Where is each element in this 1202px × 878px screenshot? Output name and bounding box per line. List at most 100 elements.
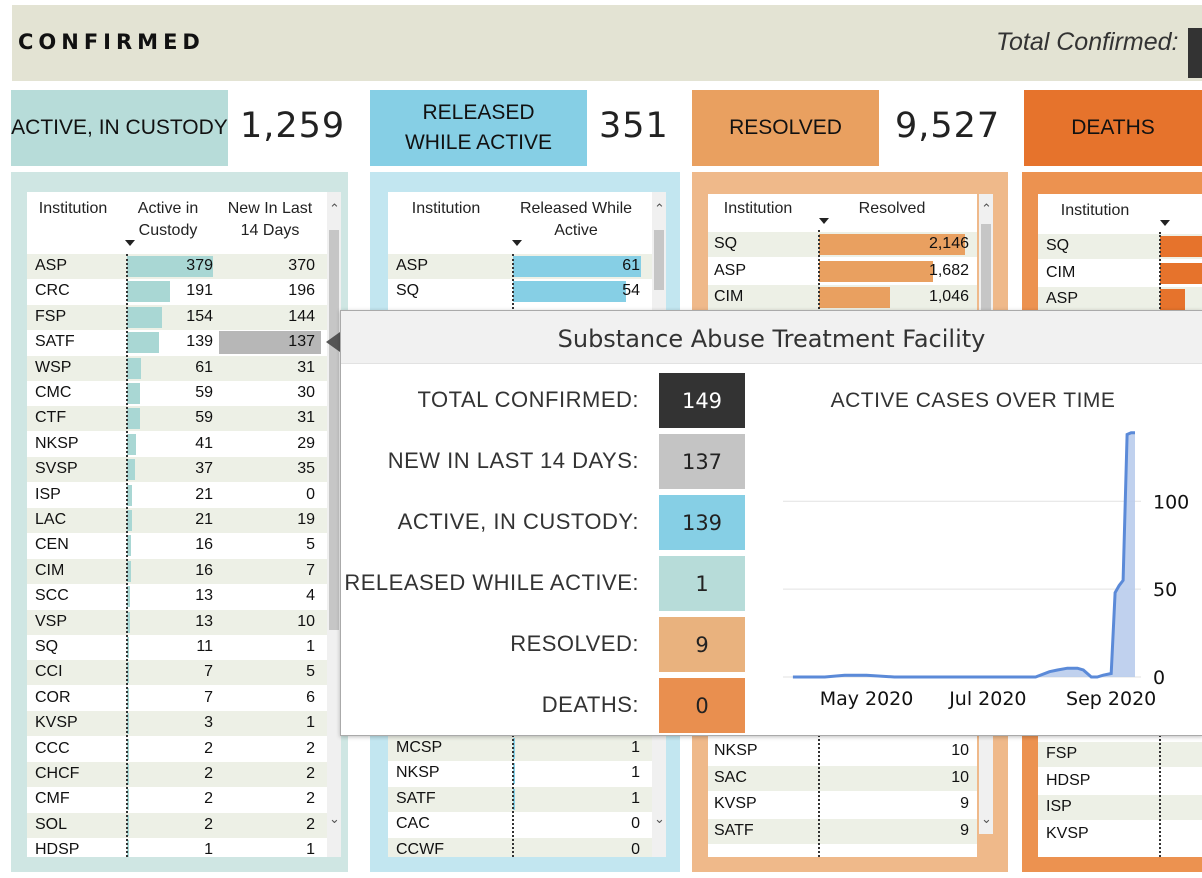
scroll-up-icon[interactable]: ⌃ — [654, 202, 665, 217]
chart-title: ACTIVE CASES OVER TIME — [830, 389, 1116, 412]
kpi-released-text-1: RELEASED — [422, 101, 535, 124]
table-row[interactable]: ASP 379 370 — [27, 254, 327, 279]
active-bar — [127, 484, 132, 506]
institution-cell: CMF — [35, 790, 70, 808]
released-bar — [513, 763, 516, 785]
table-row[interactable]: CIM 1,046 — [708, 285, 977, 310]
col-institution[interactable]: Institution — [1060, 202, 1130, 219]
table-row[interactable]: SQ 2,146 — [708, 232, 977, 257]
col-institution[interactable]: Institution — [411, 200, 481, 217]
scroll-up-icon[interactable]: ⌃ — [329, 202, 340, 217]
scroll-down-icon[interactable]: ⌄ — [981, 812, 992, 827]
table-row[interactable]: SOL 2 2 — [27, 812, 327, 838]
col-new-last-14[interactable]: New In Last 14 Days — [219, 198, 321, 242]
new-value: 30 — [297, 384, 315, 401]
table-row[interactable]: NKSP 1 — [388, 761, 652, 787]
new-value: 1 — [306, 714, 315, 732]
table-row[interactable]: CAC 0 — [388, 812, 652, 838]
institution-cell: CRC — [35, 282, 70, 300]
active-bar — [127, 687, 129, 709]
scroll-down-icon[interactable]: ⌄ — [329, 812, 340, 827]
scroll-thumb[interactable] — [981, 224, 991, 314]
table-row[interactable]: CCC 2 2 — [27, 736, 327, 762]
active-value: 61 — [195, 358, 213, 376]
active-bar — [127, 459, 136, 481]
table-row[interactable]: ISP — [1038, 795, 1202, 820]
kpi-released-label[interactable]: RELEASED WHILE ACTIVE — [370, 90, 587, 166]
table-row[interactable]: ISP 21 0 — [27, 482, 327, 508]
table-row[interactable]: NKSP 10 — [708, 739, 977, 764]
released-value: 1 — [631, 739, 640, 756]
table-row[interactable]: CEN 16 5 — [27, 533, 327, 559]
kpi-active-value: 1,259 — [240, 106, 346, 146]
scroll-up-icon[interactable]: ⌃ — [981, 202, 992, 217]
institution-cell: SAC — [714, 768, 747, 786]
col-institution[interactable]: Institution — [723, 200, 793, 217]
table-row[interactable]: CHCF 2 2 — [27, 762, 327, 787]
table-row[interactable]: SATF 139 137 — [27, 330, 327, 356]
hover-highlight — [219, 331, 321, 355]
table-row[interactable]: SCC 13 4 — [27, 584, 327, 610]
table-row[interactable]: WSP 61 31 — [27, 355, 327, 381]
table-row[interactable]: KVSP 3 1 — [27, 711, 327, 737]
table-row[interactable]: SVSP 37 35 — [27, 457, 327, 483]
new-value: 0 — [306, 485, 315, 503]
table-row[interactable]: KVSP 9 — [708, 792, 977, 817]
table-row[interactable]: CMF 2 2 — [27, 787, 327, 813]
table-row[interactable]: ASP 61 — [388, 254, 652, 279]
table-row[interactable]: CMC 59 30 — [27, 381, 327, 406]
table-row[interactable]: LAC 21 19 — [27, 508, 327, 533]
table-row[interactable]: CIM — [1038, 260, 1202, 286]
table-row[interactable]: SATF 9 — [708, 818, 977, 844]
table-row[interactable]: CCWF 0 — [388, 837, 652, 857]
institution-cell: SATF — [396, 789, 436, 807]
table-row[interactable]: HDSP 1 1 — [27, 838, 327, 857]
table-row[interactable]: FSP 154 144 — [27, 304, 327, 330]
kpi-resolved-label[interactable]: RESOLVED — [692, 90, 879, 166]
table-row[interactable]: COR 7 6 — [27, 685, 327, 711]
table-row[interactable]: ASP — [1038, 287, 1202, 312]
table-row[interactable]: NKSP 41 29 — [27, 431, 327, 457]
sort-desc-icon[interactable] — [125, 240, 135, 246]
active-scrollbar[interactable] — [327, 192, 341, 857]
table-row[interactable]: SQ 54 — [388, 279, 652, 305]
col-released-while-active[interactable]: Released While Active — [510, 198, 642, 242]
table-row[interactable]: SAC 10 — [708, 765, 977, 791]
resolved-bar — [819, 234, 965, 255]
scroll-thumb[interactable] — [654, 230, 664, 290]
table-row[interactable]: ASP 1,682 — [708, 258, 977, 284]
scroll-thumb[interactable] — [329, 230, 339, 630]
table-row[interactable]: CRC 191 196 — [27, 279, 327, 305]
new-value: 2 — [306, 765, 315, 782]
col-institution[interactable]: Institution — [38, 200, 108, 217]
sort-desc-icon[interactable] — [1160, 220, 1170, 226]
sort-desc-icon[interactable] — [819, 218, 829, 224]
active-value: 59 — [195, 409, 213, 427]
table-row[interactable]: CTF 59 31 — [27, 406, 327, 432]
kpi-active-label[interactable]: ACTIVE, IN CUSTODY — [11, 90, 228, 166]
institution-cell: CIM — [1046, 263, 1076, 281]
table-row[interactable]: MCSP 1 — [388, 736, 652, 761]
table-row[interactable]: KVSP — [1038, 821, 1202, 847]
institution-cell: CIM — [714, 288, 744, 305]
x-tick-label: Jul 2020 — [948, 688, 1026, 710]
table-row[interactable]: HDSP — [1038, 768, 1202, 794]
col-resolved[interactable]: Resolved — [858, 200, 926, 217]
table-row[interactable]: FSP — [1038, 742, 1202, 767]
table-row[interactable]: CIM 16 7 — [27, 558, 327, 584]
table-row[interactable]: CCI 7 5 — [27, 660, 327, 686]
active-value: 37 — [195, 460, 213, 478]
sort-desc-icon[interactable] — [512, 240, 522, 246]
deaths-bar — [1160, 262, 1202, 284]
table-row[interactable]: VSP 13 10 — [27, 609, 327, 635]
active-value: 7 — [204, 688, 213, 706]
scroll-down-icon[interactable]: ⌄ — [654, 812, 665, 827]
active-table[interactable]: Institution Active in Custody New In Las… — [27, 192, 327, 857]
tooltip-title: Substance Abuse Treatment Facility — [557, 325, 986, 353]
kpi-deaths-label[interactable]: DEATHS — [1024, 90, 1202, 166]
deaths-bar — [1160, 236, 1202, 257]
table-row[interactable]: SQ — [1038, 234, 1202, 259]
table-row[interactable]: SQ 11 1 — [27, 635, 327, 660]
table-row[interactable]: SATF 1 — [388, 786, 652, 812]
col-active-in-custody[interactable]: Active in Custody — [123, 198, 213, 242]
